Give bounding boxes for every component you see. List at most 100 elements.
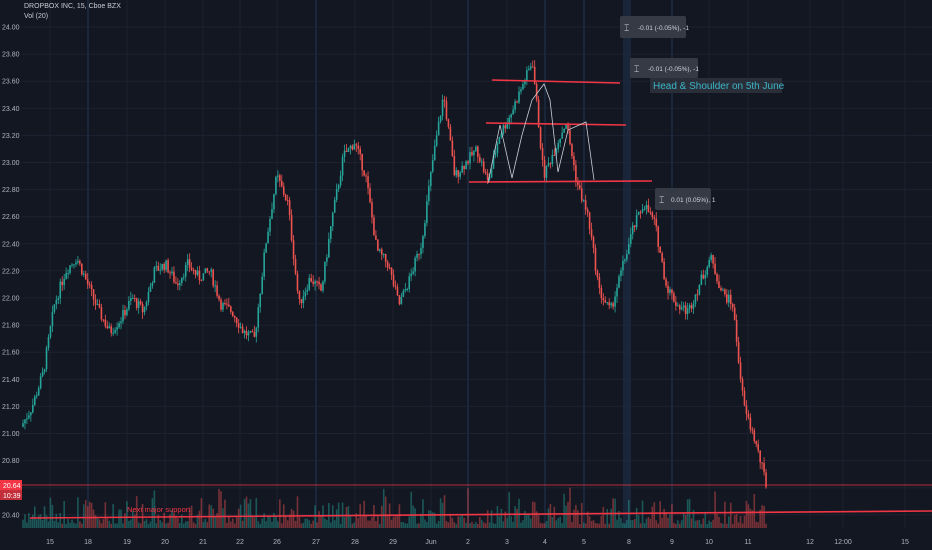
volume-bar [228, 515, 230, 528]
volume-bar [629, 520, 632, 528]
volume-bar [686, 499, 689, 528]
volume-bar [649, 518, 652, 528]
candle-body [724, 289, 726, 295]
volume-bar [371, 517, 373, 528]
price-axis[interactable]: 24.00 23.80 23.60 23.40 23.20 23.00 22.80 22.60… [2, 25, 20, 520]
candle-body [230, 306, 232, 312]
volume-bar [637, 515, 640, 528]
volume-bar [26, 522, 28, 528]
candle-body [296, 273, 299, 291]
candle-body [443, 99, 446, 102]
volume-bar [37, 515, 40, 528]
volume-bar [724, 501, 726, 528]
volume-bar [712, 519, 714, 528]
volume-bar [543, 523, 546, 528]
candle-body [277, 175, 279, 177]
candle-body [522, 84, 524, 90]
volume-bar [382, 488, 385, 528]
time-axis[interactable]: 15 18 19 20 21 22 26 27 28 29 Jun 2 3 4 5 8 9 10 11 12 12:00… [22, 528, 932, 550]
volume-bar [475, 522, 477, 528]
volume-bar [455, 523, 458, 528]
volume-bar [545, 521, 548, 528]
price-tick-label: 23.40 [2, 106, 20, 113]
candle-body [582, 200, 585, 202]
volume-bar [355, 513, 358, 528]
candle-body [273, 194, 275, 210]
volume-bar [665, 512, 667, 528]
volume-bar [437, 521, 440, 528]
candle-body [504, 125, 507, 129]
candle-body [96, 304, 99, 306]
candle-body [753, 430, 756, 442]
candle-body [400, 296, 403, 305]
volume-bar [755, 521, 758, 528]
candle-body [173, 271, 175, 283]
time-tick-label: 19 [123, 539, 131, 546]
price-tick-label: 23.20 [2, 133, 20, 140]
support-line[interactable] [29, 510, 932, 519]
candle-body [320, 284, 322, 291]
candle-body [720, 288, 722, 291]
volume-bar [39, 514, 42, 528]
volume-bar [512, 521, 514, 528]
candle-body [731, 303, 734, 308]
volume-bar [400, 522, 403, 528]
volume-bar [110, 523, 113, 528]
candle-body [55, 300, 58, 305]
volume-bar [130, 519, 132, 528]
candle-body [677, 305, 679, 307]
candle-body [181, 277, 183, 284]
drawings-layer[interactable]: Next major support [29, 79, 932, 519]
candle-body [722, 289, 724, 291]
head-resistance-line[interactable] [491, 79, 621, 84]
volume-bar [469, 523, 471, 528]
volume-bar [345, 506, 348, 528]
time-tick-label: 27 [312, 539, 320, 546]
candles-layer[interactable] [22, 60, 767, 489]
candle-body [704, 274, 707, 279]
candle-body [390, 267, 393, 275]
volume-bar [304, 518, 307, 528]
candle-body [81, 263, 83, 275]
candle-body [316, 281, 318, 283]
volume-bar [431, 512, 434, 528]
volume-bar [167, 522, 169, 528]
candle-body [596, 270, 599, 278]
time-tick-label: 18 [84, 539, 92, 546]
candle-body [233, 316, 236, 318]
candle-body [763, 463, 765, 473]
volume-bar [120, 509, 122, 528]
volume-indicator-label[interactable]: Vol (20) [24, 13, 49, 20]
volume-bar [731, 523, 734, 528]
candle-body [33, 396, 36, 406]
pattern-annotation[interactable]: Head & Shoulder on 5th June [650, 78, 785, 93]
volume-bar [565, 505, 567, 528]
candle-body [751, 429, 754, 431]
candle-body [547, 163, 550, 166]
candle-body [35, 395, 38, 397]
neckline[interactable] [468, 180, 653, 183]
volume-bar [761, 505, 763, 528]
time-tick-label: 11 [744, 539, 751, 546]
time-tick-label: 4 [543, 539, 547, 546]
candle-body [353, 144, 356, 150]
volume-bar [320, 516, 322, 528]
price-tick-label: 24.00 [2, 25, 20, 32]
volume-bars [22, 487, 767, 528]
volume-bar [424, 519, 426, 528]
volume-bar [496, 506, 499, 528]
measure-tooltip-1[interactable]: ⌶ -0.01 (-0.05%), -1 [620, 16, 689, 38]
candle-body [479, 156, 481, 162]
candle-body [94, 299, 97, 305]
shoulder-line[interactable] [485, 122, 627, 126]
candle-body [457, 170, 460, 177]
volume-bar [506, 517, 509, 528]
volume-bar [335, 509, 338, 528]
volume-bar [235, 517, 238, 528]
candle-body [86, 279, 89, 285]
measure-tooltip-2[interactable]: ⌶ -0.01 (-0.05%), -1 [630, 58, 699, 78]
candle-body [337, 185, 340, 190]
measure-tooltip-3[interactable]: ⌶ 0.01 (0.05%), 1 [655, 188, 716, 210]
